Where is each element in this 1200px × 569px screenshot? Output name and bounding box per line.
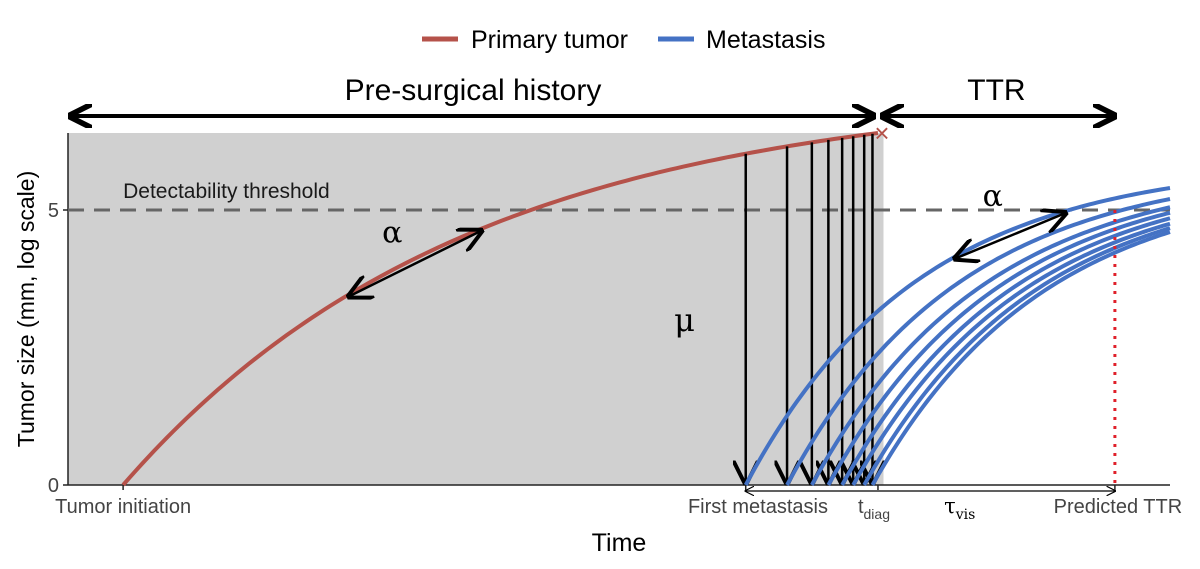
mu-label: μ: [674, 301, 695, 339]
ttr-label: TTR: [967, 74, 1025, 107]
legend-label-primary-tumor: Primary tumor: [471, 26, 628, 54]
tau-vis-label: τvis: [944, 494, 975, 523]
metastasis-curve-4: [826, 210, 1171, 486]
y-tick-label-0: 0: [48, 475, 59, 497]
detectability-threshold-label: Detectability threshold: [123, 180, 330, 203]
alpha-arrow-metastasis: [955, 213, 1065, 258]
x-tick-tumor-initiation: Tumor initiation: [55, 496, 191, 518]
metastasis-curve-8: [870, 230, 1171, 486]
y-tick-label-5: 5: [48, 200, 59, 222]
metastasis-curve-5: [840, 216, 1171, 486]
x-tick-t-diag: tdiag: [858, 496, 890, 522]
alpha-arrow-primary: [349, 231, 481, 297]
primary-tumor-curve: [121, 131, 879, 487]
x-tick-predicted-ttr: Predicted TTR: [1054, 496, 1183, 518]
metastasis-curve-7: [862, 226, 1171, 486]
tau-symbol: τ: [944, 494, 956, 518]
metastasis-curve-6: [851, 221, 1171, 486]
alpha-label-metastasis: α: [983, 179, 1003, 214]
diagnosis-marker: ×: [874, 118, 889, 148]
x-axis-title: Time: [592, 529, 647, 557]
t-diag-main: t: [858, 496, 864, 518]
legend: Primary tumor Metastasis: [422, 26, 825, 54]
legend-label-metastasis: Metastasis: [706, 26, 825, 54]
pre-surgical-history-label: Pre-surgical history: [345, 74, 602, 107]
metastasis-curve-2: [785, 197, 1171, 486]
pre-surgical-shade: [68, 133, 884, 485]
tau-subscript: vis: [955, 507, 976, 523]
t-diag-sub: diag: [864, 506, 890, 522]
y-axis-title: Tumor size (mm, log scale): [13, 171, 39, 447]
x-tick-first-metastasis: First metastasis: [688, 496, 828, 518]
alpha-label-primary: α: [382, 215, 402, 250]
metastasis-curve-3: [810, 205, 1171, 486]
